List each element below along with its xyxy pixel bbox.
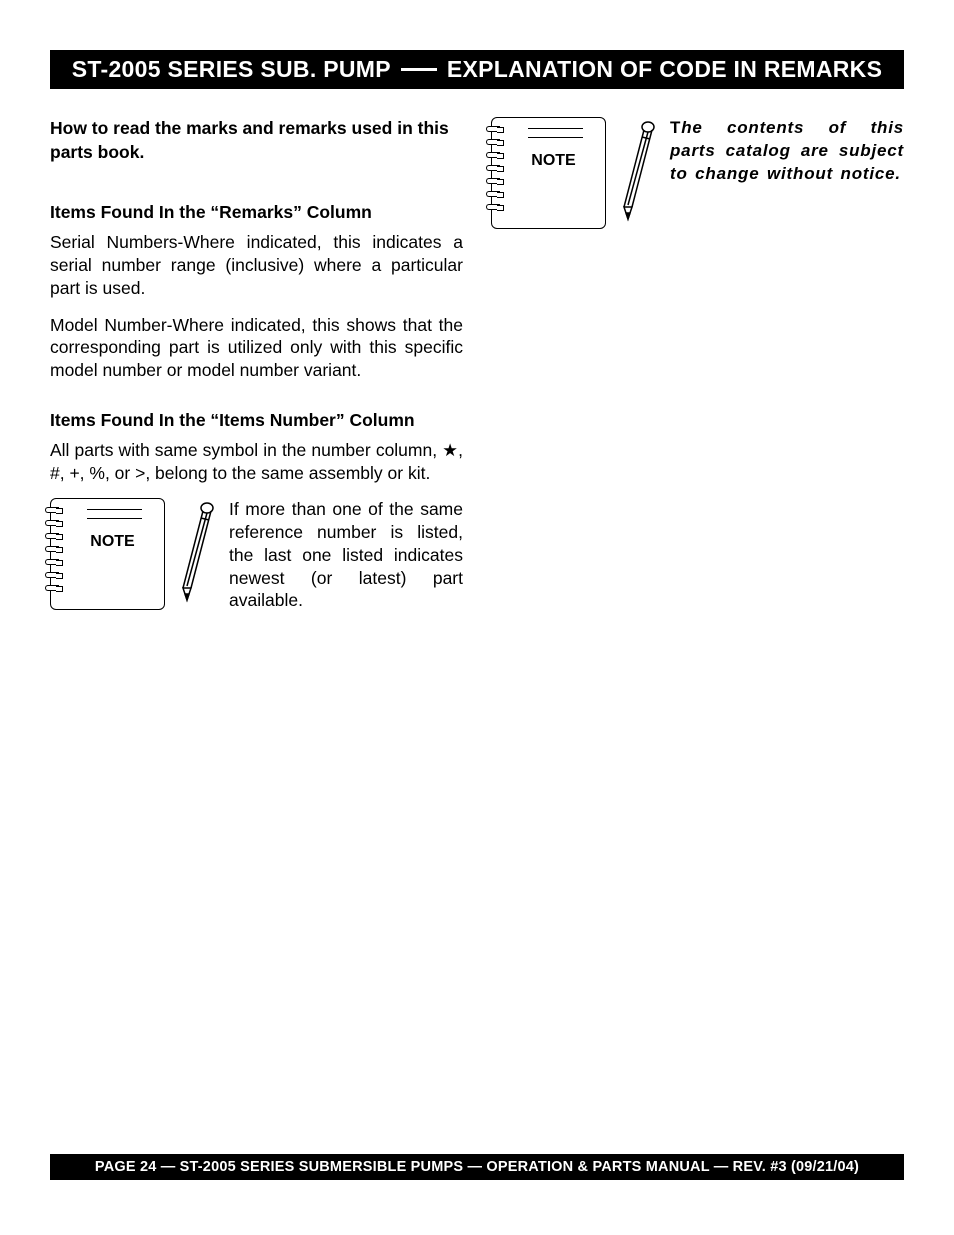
note-label: NOTE xyxy=(531,152,575,170)
notepad-icon: NOTE xyxy=(491,117,606,229)
right-column: NOTE The contents of this parts catalog … xyxy=(491,117,904,612)
section2-para: All parts with same symbol in the number… xyxy=(50,439,463,485)
note-block-left: NOTE If more than one of the same refere… xyxy=(50,498,463,612)
page-title-bar: ST-2005 SERIES SUB. PUMP EXPLANATION OF … xyxy=(50,50,904,89)
note-text-right: The contents of this parts catalog are s… xyxy=(670,117,904,186)
note-first-letter: T xyxy=(670,118,681,137)
page-footer: PAGE 24 — ST-2005 SERIES SUBMERSIBLE PUM… xyxy=(50,1154,904,1180)
intro-text: How to read the marks and remarks used i… xyxy=(50,117,463,164)
content-area: How to read the marks and remarks used i… xyxy=(50,117,904,612)
section2: Items Found In the “Items Number” Column… xyxy=(50,410,463,612)
pencil-icon xyxy=(177,500,217,605)
pencil-icon xyxy=(618,119,658,224)
notepad-icon: NOTE xyxy=(50,498,165,610)
section1-para2: Model Number-Where indicated, this shows… xyxy=(50,314,463,382)
section1-heading: Items Found In the “Remarks” Column xyxy=(50,202,463,223)
note-block-right: NOTE The contents of this parts catalog … xyxy=(491,117,904,229)
note-text-left: If more than one of the same reference n… xyxy=(229,498,463,612)
footer-text: PAGE 24 — ST-2005 SERIES SUBMERSIBLE PUM… xyxy=(95,1159,859,1175)
section2-heading: Items Found In the “Items Number” Column xyxy=(50,410,463,431)
notepad-lines xyxy=(528,128,583,138)
section1-para1: Serial Numbers-Where indicated, this ind… xyxy=(50,231,463,299)
note-rest: he contents of this parts catalog are su… xyxy=(670,118,904,183)
left-column: How to read the marks and remarks used i… xyxy=(50,117,463,612)
title-divider xyxy=(401,68,437,71)
notepad-spiral xyxy=(486,126,500,210)
title-left: ST-2005 SERIES SUB. PUMP xyxy=(72,56,391,83)
note-label: NOTE xyxy=(90,533,134,551)
title-right: EXPLANATION OF CODE IN REMARKS xyxy=(447,56,882,83)
notepad-lines xyxy=(87,509,142,519)
notepad-spiral xyxy=(45,507,59,591)
